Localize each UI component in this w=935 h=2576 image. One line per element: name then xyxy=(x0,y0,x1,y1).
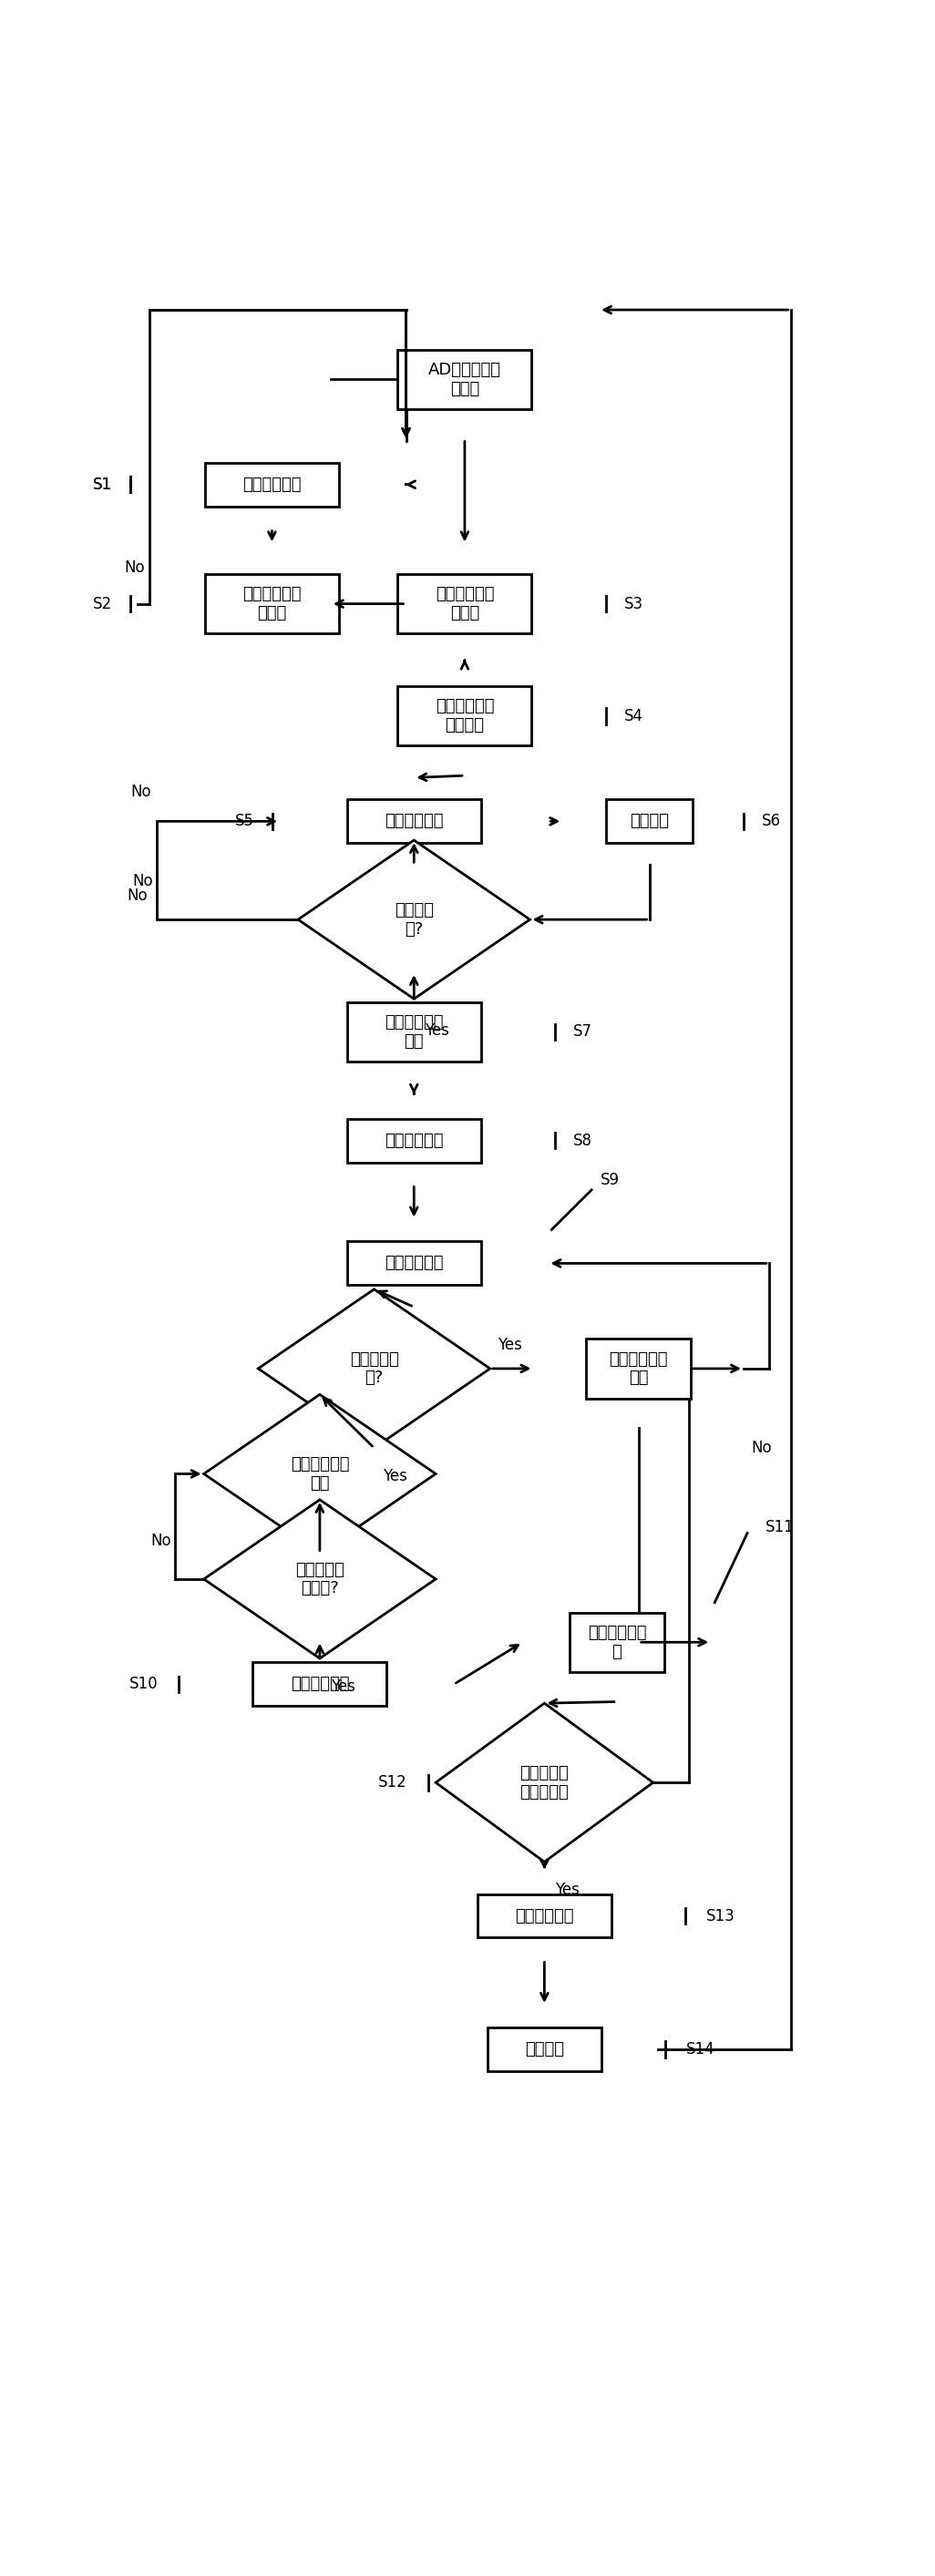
Text: S14: S14 xyxy=(686,2040,714,2058)
FancyBboxPatch shape xyxy=(606,799,693,842)
Text: 低通滤波处理: 低通滤波处理 xyxy=(384,814,443,829)
Text: No: No xyxy=(133,873,153,889)
Text: S2: S2 xyxy=(94,595,112,613)
Text: S12: S12 xyxy=(378,1775,407,1790)
Polygon shape xyxy=(258,1288,490,1448)
Text: No: No xyxy=(151,1533,171,1548)
Text: 窗口平滑滤波
处理: 窗口平滑滤波 处理 xyxy=(384,1015,443,1048)
Text: 原始信号减去
基线值: 原始信号减去 基线值 xyxy=(436,587,494,621)
Text: 峰谷信息查找: 峰谷信息查找 xyxy=(384,1255,443,1273)
Text: No: No xyxy=(127,889,148,904)
Text: 存储当前峰谷
信息: 存储当前峰谷 信息 xyxy=(610,1350,668,1386)
Text: 计算心率: 计算心率 xyxy=(525,2040,564,2058)
Text: S10: S10 xyxy=(129,1677,158,1692)
Text: 监测到运
动?: 监测到运 动? xyxy=(395,902,434,938)
Text: S5: S5 xyxy=(236,814,254,829)
FancyBboxPatch shape xyxy=(347,1118,481,1162)
FancyBboxPatch shape xyxy=(569,1613,664,1672)
Text: 窗口平滑获取
基线值: 窗口平滑获取 基线值 xyxy=(242,587,301,621)
Text: 相关性计算分
析: 相关性计算分 析 xyxy=(587,1625,646,1659)
Text: S3: S3 xyxy=(625,595,643,613)
Text: S1: S1 xyxy=(94,477,112,492)
Polygon shape xyxy=(204,1499,436,1659)
Text: Yes: Yes xyxy=(331,1677,355,1695)
Text: 积分滤波处理: 积分滤波处理 xyxy=(384,1133,443,1149)
Text: S8: S8 xyxy=(573,1133,593,1149)
Text: 运动监测: 运动监测 xyxy=(630,814,669,829)
Text: AD获取阻抗心
率信号: AD获取阻抗心 率信号 xyxy=(428,361,501,397)
FancyBboxPatch shape xyxy=(487,2027,601,2071)
Text: 高通滤波去除
基线漂移: 高通滤波去除 基线漂移 xyxy=(436,698,494,734)
Text: No: No xyxy=(124,559,145,577)
FancyBboxPatch shape xyxy=(252,1662,387,1705)
Text: No: No xyxy=(130,783,151,799)
FancyBboxPatch shape xyxy=(205,574,339,634)
FancyBboxPatch shape xyxy=(397,685,532,747)
Text: S6: S6 xyxy=(762,814,781,829)
Text: Yes: Yes xyxy=(497,1337,522,1352)
Text: S11: S11 xyxy=(766,1520,795,1535)
FancyBboxPatch shape xyxy=(586,1340,691,1399)
FancyBboxPatch shape xyxy=(205,464,339,507)
Text: 是否保存当
前峰谷信息: 是否保存当 前峰谷信息 xyxy=(520,1765,568,1801)
FancyBboxPatch shape xyxy=(397,350,532,410)
Text: No: No xyxy=(751,1440,771,1455)
Text: 低通滤波处理: 低通滤波处理 xyxy=(242,477,301,492)
Text: 峰谷信息筛选: 峰谷信息筛选 xyxy=(515,1909,574,1924)
Text: S1: S1 xyxy=(94,477,112,492)
FancyBboxPatch shape xyxy=(397,574,532,634)
FancyBboxPatch shape xyxy=(347,799,481,842)
Polygon shape xyxy=(298,840,530,999)
FancyBboxPatch shape xyxy=(347,1242,481,1285)
Text: 监测到新标
准模版?: 监测到新标 准模版? xyxy=(295,1561,344,1597)
Text: S9: S9 xyxy=(600,1172,619,1188)
Text: 找到峰谷信
息?: 找到峰谷信 息? xyxy=(350,1350,398,1386)
Text: S7: S7 xyxy=(573,1023,593,1041)
Text: Yes: Yes xyxy=(382,1468,408,1484)
Polygon shape xyxy=(436,1703,653,1862)
Text: Yes: Yes xyxy=(424,1023,450,1038)
Text: S13: S13 xyxy=(706,1909,735,1924)
Text: 标准峰谷模版
检测: 标准峰谷模版 检测 xyxy=(291,1455,349,1492)
FancyBboxPatch shape xyxy=(478,1893,611,1937)
FancyBboxPatch shape xyxy=(347,1002,481,1061)
Text: S4: S4 xyxy=(625,708,643,724)
Polygon shape xyxy=(204,1394,436,1553)
Text: Yes: Yes xyxy=(555,1880,580,1899)
Text: 更新标准模版: 更新标准模版 xyxy=(291,1677,349,1692)
